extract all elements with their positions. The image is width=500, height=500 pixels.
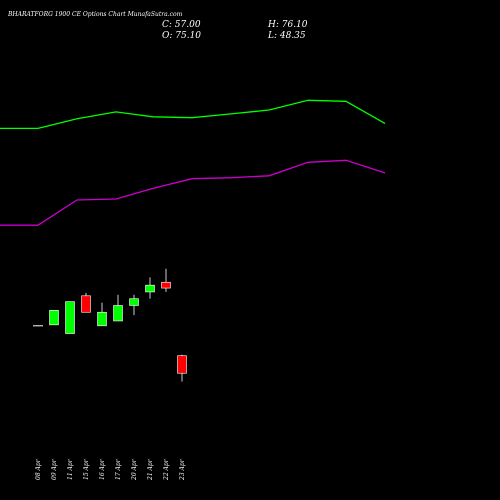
x-tick-label: 20 Apr bbox=[131, 458, 138, 481]
candle-body bbox=[113, 305, 123, 322]
candle-body bbox=[177, 355, 187, 374]
x-tick-label: 23 Apr bbox=[179, 458, 186, 481]
upper-band-line bbox=[0, 99, 386, 130]
candle-body bbox=[49, 310, 59, 326]
x-tick-label: 17 Apr bbox=[115, 458, 122, 480]
chart-title: BHARATFORG 1900 CE Options Chart MunafaS… bbox=[7, 11, 183, 18]
x-tick-label: 08 Apr bbox=[35, 458, 42, 480]
high-label: H: 76.10 bbox=[267, 20, 308, 30]
candle-body bbox=[81, 295, 91, 313]
close-label: C: 57.00 bbox=[162, 20, 201, 30]
candle bbox=[161, 268, 171, 292]
candle-body bbox=[161, 281, 171, 289]
candle bbox=[65, 301, 75, 334]
lower-band-line bbox=[0, 159, 386, 226]
candle-body bbox=[129, 298, 139, 306]
x-axis-ticks: 08 Apr 09 Apr 11 Apr 15 Apr 16 Apr 17 Apr 20 A… bbox=[35, 458, 186, 481]
candle bbox=[97, 302, 107, 327]
open-label: O: 75.10 bbox=[162, 31, 201, 41]
x-tick-label: 22 Apr bbox=[163, 458, 170, 481]
x-tick-label: 16 Apr bbox=[99, 458, 106, 480]
low-label: L: 48.35 bbox=[267, 31, 306, 41]
candle-body bbox=[97, 311, 107, 327]
x-tick-label: 11 Apr bbox=[67, 458, 74, 480]
candle bbox=[177, 354, 187, 382]
candle bbox=[81, 292, 91, 313]
candle-body bbox=[145, 284, 155, 293]
candle-body bbox=[65, 301, 75, 334]
candle bbox=[113, 294, 123, 322]
indicator-bands bbox=[0, 99, 386, 226]
x-tick-label: 21 Apr bbox=[147, 458, 154, 481]
candles bbox=[33, 268, 187, 382]
candle bbox=[145, 277, 155, 299]
candle bbox=[49, 310, 59, 326]
x-tick-label: 15 Apr bbox=[83, 458, 90, 480]
candle bbox=[129, 294, 139, 316]
x-tick-label: 09 Apr bbox=[51, 458, 58, 480]
